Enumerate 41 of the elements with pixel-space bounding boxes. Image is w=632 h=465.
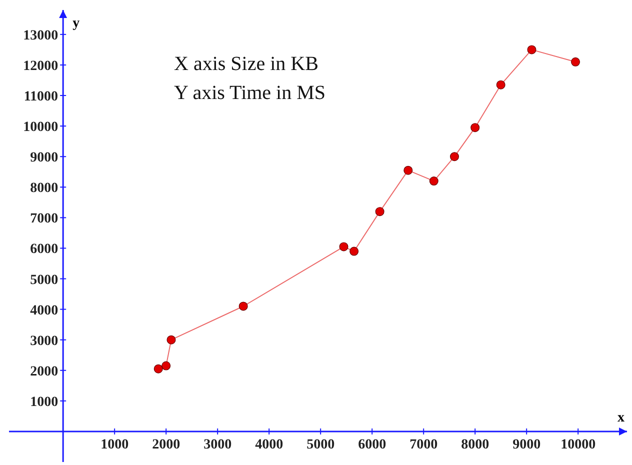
x-tick-label: 1000 xyxy=(100,437,129,452)
point xyxy=(450,152,459,162)
x-tick-label: 9000 xyxy=(512,437,541,452)
point xyxy=(496,80,506,90)
x-tick-label: 4000 xyxy=(255,437,284,452)
x-tick-label: 8000 xyxy=(461,437,490,452)
y-tick-label: 5000 xyxy=(30,272,58,288)
y-tick-label: 1000 xyxy=(30,394,58,410)
y-tick-label: 2000 xyxy=(30,364,58,380)
annotation: Y axis Time in MS xyxy=(174,82,326,104)
y-tick-label: 6000 xyxy=(30,242,58,258)
y-tick-label: 3000 xyxy=(30,334,58,349)
y-tick-label: 12000 xyxy=(23,58,58,74)
point xyxy=(339,242,348,252)
point xyxy=(429,176,438,186)
point xyxy=(404,166,413,175)
x-tick-label: 2000 xyxy=(152,437,180,452)
x-tick-label: 7000 xyxy=(410,437,438,452)
y-tick-label: 8000 xyxy=(30,181,58,196)
point xyxy=(527,45,536,54)
annotation: X axis Size in KB xyxy=(174,53,318,75)
x-tick-label: 3000 xyxy=(204,437,232,452)
point xyxy=(375,207,384,216)
x-tick-label: 10000 xyxy=(560,437,596,452)
point xyxy=(470,123,480,132)
y-tick-label: 9000 xyxy=(30,150,58,166)
y-tick-label: 4000 xyxy=(30,303,58,318)
point xyxy=(238,302,248,311)
y-tick-label: 11000 xyxy=(24,90,58,105)
y-tick-label: 10000 xyxy=(23,120,58,136)
x-tick-label: 5000 xyxy=(306,437,335,452)
point xyxy=(154,364,163,374)
y-axis-title: y xyxy=(72,16,80,31)
point xyxy=(571,57,580,66)
x-axis-title: x xyxy=(618,410,624,426)
point xyxy=(350,246,359,256)
y-tick-label: 7000 xyxy=(30,212,58,227)
y-tick-label: 13000 xyxy=(23,28,58,44)
point xyxy=(166,335,176,344)
point xyxy=(162,361,171,370)
x-tick-label: 6000 xyxy=(358,437,386,452)
